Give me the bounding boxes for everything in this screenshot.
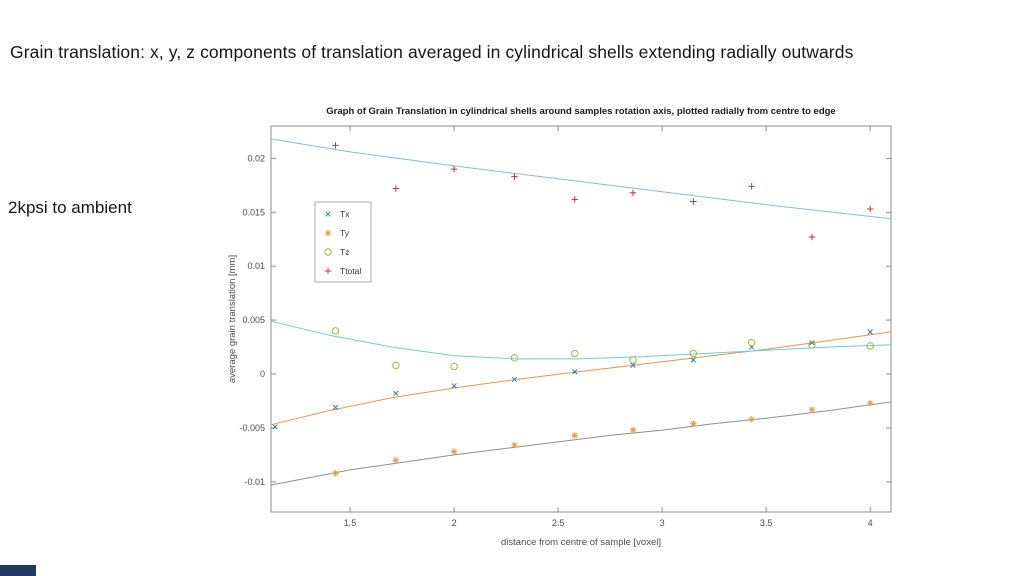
x-tick-label: 3 [660, 518, 665, 528]
y-axis-label: average grain translation [mm] [227, 255, 238, 383]
y-tick-label: -0.01 [244, 477, 265, 487]
x-tick-label: 3.5 [760, 518, 773, 528]
y-tick-label: 0.015 [242, 207, 265, 217]
legend-label-Ty: Ty [340, 228, 350, 238]
legend: Tx Ty Tz Ttotal [314, 201, 372, 283]
fit-line-Tz [270, 320, 892, 360]
y-tick-label: 0.02 [247, 153, 265, 163]
chart-title: Graph of Grain Translation in cylindrica… [326, 106, 835, 117]
y-tick-label: 0 [260, 369, 265, 379]
y-tick-label: -0.005 [239, 423, 265, 433]
plot-axes: 1.5 2 2.5 3 3.5 4 -0.01 -0.005 0 0.005 0.01 0.015 0.… [239, 125, 892, 528]
x-axis-label: distance from centre of sample [voxel] [501, 537, 661, 548]
fit-line-Tx [270, 331, 892, 426]
x-tick-label: 1.5 [344, 518, 357, 528]
legend-box [314, 201, 372, 283]
plot-area [270, 125, 892, 513]
fit-line-Ttotal [270, 138, 892, 220]
grain-translation-chart: 1.5 2 2.5 3 3.5 4 -0.01 -0.005 0 0.005 0.01 0.015 0.… [215, 100, 905, 552]
series-Ttotal [270, 138, 892, 241]
legend-label-Tx: Tx [340, 209, 350, 219]
fit-line-Ty [270, 401, 892, 486]
x-tick-label: 2.5 [552, 518, 565, 528]
series-Ty [270, 399, 892, 486]
x-tick-label: 4 [868, 518, 873, 528]
slide-title: Grain translation: x, y, z components of… [10, 42, 854, 62]
slide-footer-accent [0, 565, 36, 576]
legend-label-Ttotal: Ttotal [340, 266, 361, 276]
legend-label-Tz: Tz [340, 247, 349, 257]
series-Tz [270, 320, 892, 371]
translation-chart-svg: 1.5 2 2.5 3 3.5 4 -0.01 -0.005 0 0.005 0.01 0.015 0.… [227, 106, 892, 548]
x-tick-label: 2 [452, 518, 457, 528]
condition-label: 2kpsi to ambient [8, 198, 132, 217]
y-tick-label: 0.005 [242, 315, 265, 325]
y-tick-label: 0.01 [247, 261, 265, 271]
